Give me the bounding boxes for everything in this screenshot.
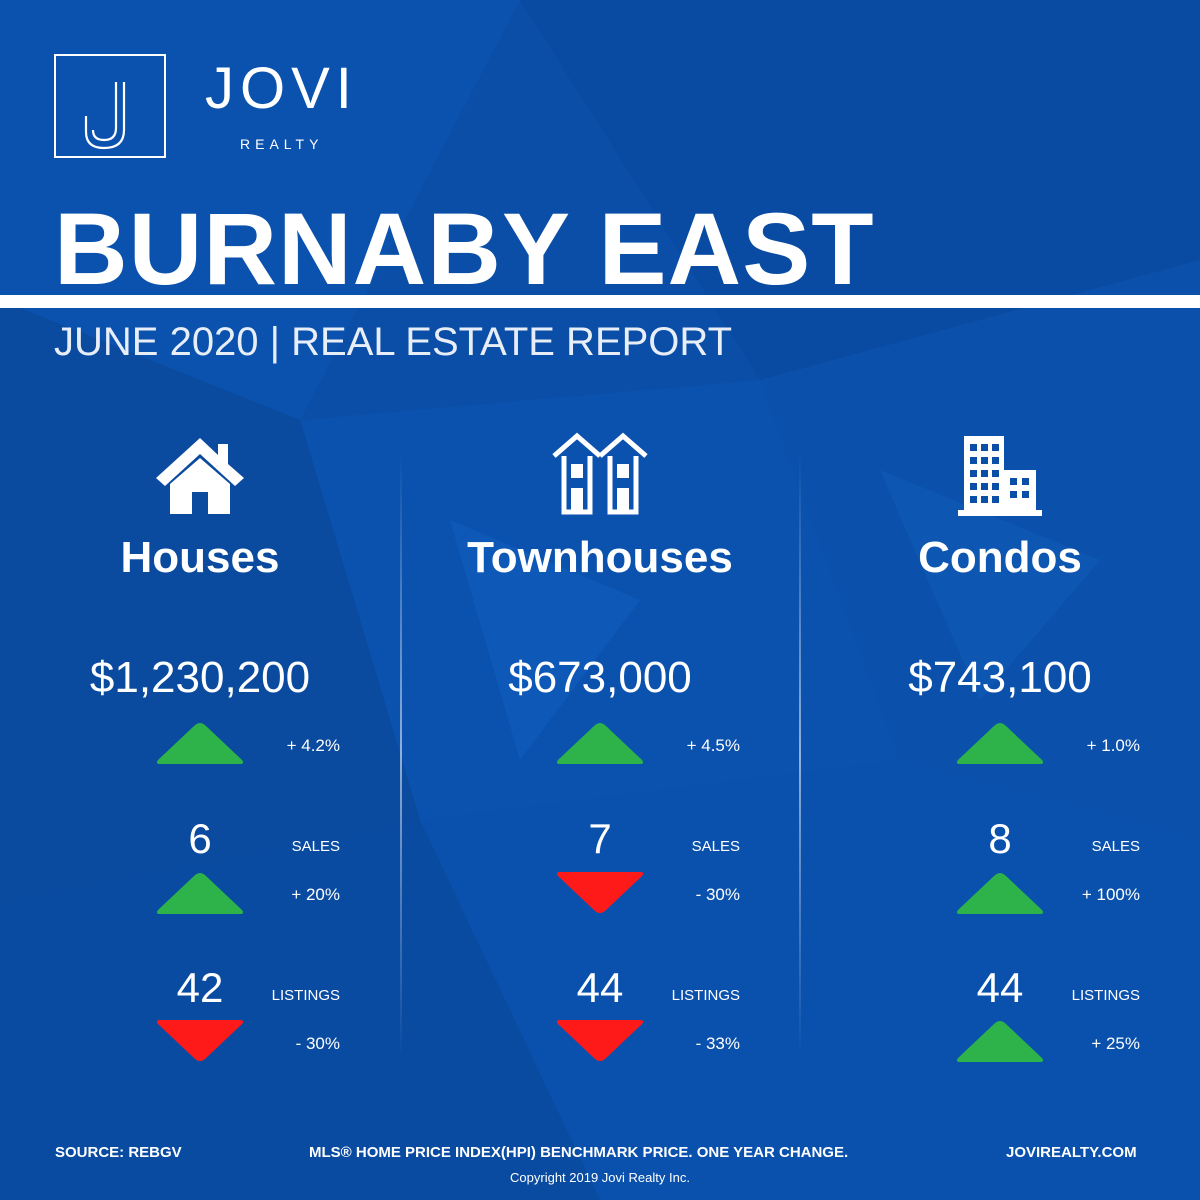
listings-label: LISTINGS xyxy=(1071,987,1140,1004)
footer-copyright: Copyright 2019 Jovi Realty Inc. xyxy=(510,1170,690,1185)
condo-building-icon xyxy=(958,436,1042,516)
sales-change-percent: + 100% xyxy=(1081,885,1140,904)
listings-count: 44 xyxy=(976,964,1024,1011)
sales-label: SALES xyxy=(291,838,340,855)
listings-label: LISTINGS xyxy=(671,987,740,1004)
sales-change-percent: - 30% xyxy=(695,885,740,904)
houses-column: Houses $1,230,200 + 4.2% 6 SALES + 20% 4… xyxy=(0,430,400,1070)
sales-count: 7 xyxy=(588,815,612,862)
footer-website-link[interactable]: JOVIREALTY.COM xyxy=(1006,1144,1137,1161)
benchmark-price: $1,230,200 xyxy=(89,653,311,702)
listings-change-percent: + 25% xyxy=(1091,1034,1140,1053)
price-change-up-arrow-icon xyxy=(156,723,244,764)
page-subtitle: JUNE 2020 | REAL ESTATE REPORT xyxy=(54,320,733,364)
benchmark-price: $743,100 xyxy=(908,653,1092,702)
listings-up-arrow-icon xyxy=(956,1021,1044,1062)
footer-source: SOURCE: REBGV xyxy=(55,1144,182,1161)
property-type-label: Houses xyxy=(120,533,280,582)
brand-name: JOVI xyxy=(205,56,358,121)
logo-j-icon xyxy=(84,82,126,150)
sales-down-arrow-icon xyxy=(556,872,644,913)
listings-label: LISTINGS xyxy=(271,987,340,1004)
townhouses-column: Townhouses $673,000 + 4.5% 7 SALES - 30%… xyxy=(400,430,800,1070)
listings-change-percent: - 30% xyxy=(295,1034,340,1053)
sales-up-arrow-icon xyxy=(956,873,1044,914)
price-change-percent: + 4.5% xyxy=(686,736,740,755)
sales-label: SALES xyxy=(1091,838,1140,855)
property-type-label: Condos xyxy=(918,533,1082,582)
benchmark-price: $673,000 xyxy=(508,653,692,702)
price-change-up-arrow-icon xyxy=(956,723,1044,764)
townhouse-icon xyxy=(552,432,648,515)
sales-count: 8 xyxy=(988,815,1012,862)
listings-down-arrow-icon xyxy=(156,1020,244,1061)
column-divider xyxy=(799,455,801,1055)
page-title: BURNABY EAST xyxy=(54,192,875,306)
listings-down-arrow-icon xyxy=(556,1020,644,1061)
listings-count: 44 xyxy=(576,964,624,1011)
price-change-percent: + 4.2% xyxy=(286,736,340,755)
price-change-up-arrow-icon xyxy=(556,723,644,764)
footer-note: MLS® HOME PRICE INDEX(HPI) BENCHMARK PRI… xyxy=(309,1144,849,1161)
condos-column: Condos $743,100 + 1.0% 8 SALES + 100% 44… xyxy=(800,430,1200,1070)
price-change-percent: + 1.0% xyxy=(1086,736,1140,755)
title-underline xyxy=(0,295,1200,308)
listings-change-percent: - 33% xyxy=(695,1034,740,1053)
logo-mark xyxy=(54,54,166,158)
listings-count: 42 xyxy=(176,964,224,1011)
sales-label: SALES xyxy=(691,838,740,855)
sales-count: 6 xyxy=(188,815,212,862)
house-icon xyxy=(156,438,244,514)
property-type-label: Townhouses xyxy=(467,533,733,582)
column-divider xyxy=(400,455,402,1055)
sales-up-arrow-icon xyxy=(156,873,244,914)
brand-tagline: REALTY xyxy=(240,136,324,152)
sales-change-percent: + 20% xyxy=(291,885,340,904)
